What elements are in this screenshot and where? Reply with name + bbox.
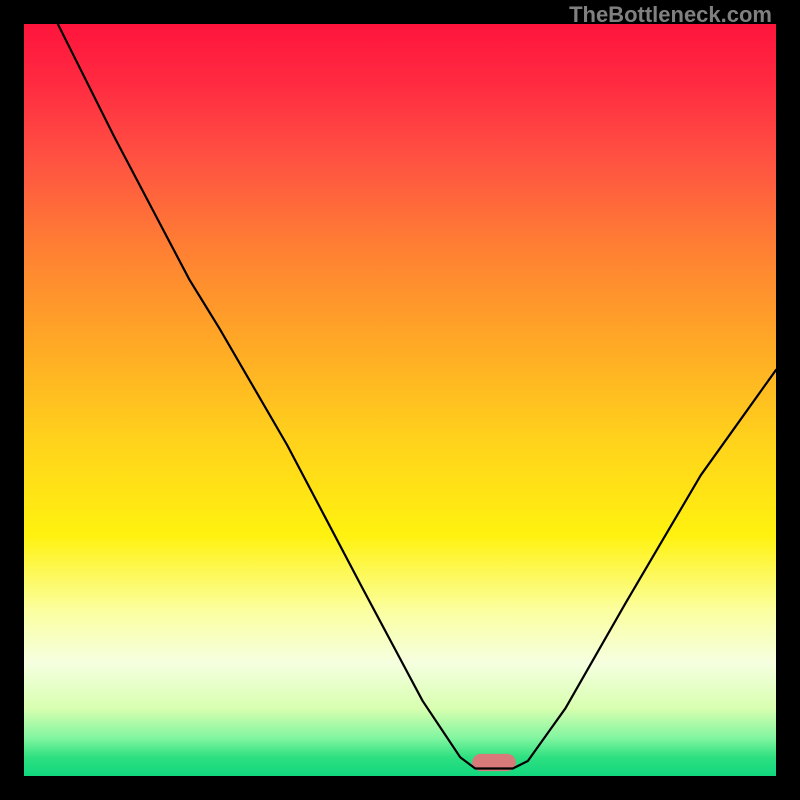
- bottleneck-chart: [24, 24, 776, 776]
- gradient-background: [24, 24, 776, 776]
- watermark-text: TheBottleneck.com: [569, 2, 772, 28]
